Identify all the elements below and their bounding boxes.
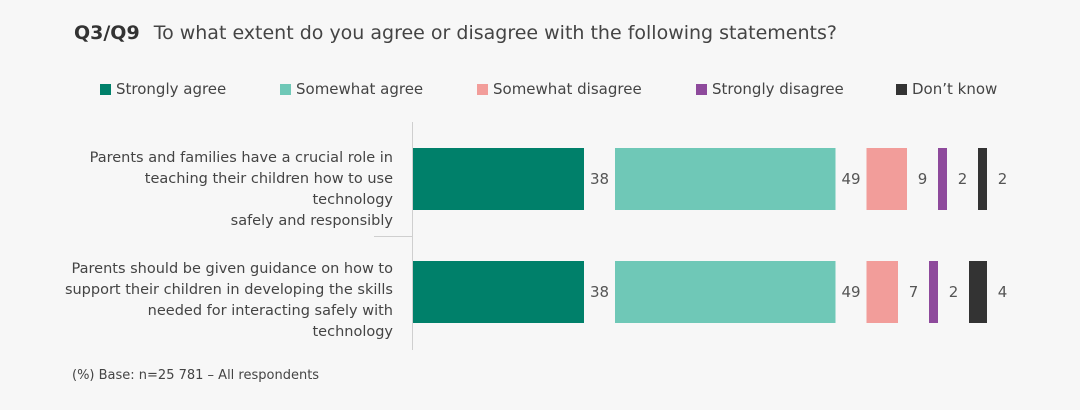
value-label-dont-know-row-1: 2 bbox=[998, 170, 1008, 188]
category-axis-line bbox=[412, 122, 413, 350]
row-label-line: safely and responsibly bbox=[230, 213, 393, 229]
row-label-1: Parents and families have a crucial role… bbox=[38, 148, 393, 229]
row-label-line: needed for interacting safely with techn… bbox=[147, 303, 393, 340]
legend-item-strongly-agree: Strongly agree bbox=[100, 80, 226, 98]
value-label-somewhat-agree-row-1: 49 bbox=[841, 170, 860, 188]
value-label-somewhat-disagree-row-2: 7 bbox=[909, 283, 919, 301]
value-label-strongly-agree-row-1: 38 bbox=[590, 170, 609, 188]
question-id: Q3/Q9 bbox=[74, 22, 140, 44]
legend-swatch bbox=[280, 83, 291, 95]
bar-strongly-agree-row-1 bbox=[413, 148, 584, 210]
bar-dont-know-row-1 bbox=[978, 148, 987, 210]
row-label-line: Parents should be given guidance on how … bbox=[71, 261, 393, 277]
value-label-strongly-disagree-row-1: 2 bbox=[958, 170, 968, 188]
row-label-line: Parents and families have a crucial role… bbox=[89, 150, 393, 166]
base-footnote: (%) Base: n=25 781 – All respondents bbox=[72, 368, 320, 383]
row-label-2: Parents should be given guidance on how … bbox=[38, 259, 393, 340]
legend-swatch bbox=[477, 83, 488, 95]
value-label-dont-know-row-2: 4 bbox=[998, 283, 1008, 301]
value-label-strongly-agree-row-2: 38 bbox=[590, 283, 609, 301]
bar-somewhat-agree-row-1 bbox=[615, 148, 836, 210]
bar-strongly-disagree-row-2 bbox=[929, 261, 938, 323]
legend-label: Somewhat disagree bbox=[493, 80, 642, 98]
row-label-text: Parents and families have a crucial role… bbox=[63, 148, 393, 232]
row-label-text: Parents should be given guidance on how … bbox=[63, 259, 393, 343]
legend-swatch bbox=[696, 83, 707, 95]
legend-label: Don’t know bbox=[912, 80, 998, 98]
legend-item-strongly-disagree: Strongly disagree bbox=[696, 80, 844, 98]
bar-somewhat-agree-row-2 bbox=[615, 261, 836, 323]
bar-chart: 38 49 9 2 2 38 49 7 2 4 bbox=[413, 148, 1008, 323]
legend-item-somewhat-agree: Somewhat agree bbox=[280, 80, 423, 98]
chart-title: Q3/Q9 To what extent do you agree or disa… bbox=[74, 22, 837, 44]
question-text: To what extent do you agree or disagree … bbox=[153, 22, 837, 44]
bar-dont-know-row-2 bbox=[969, 261, 987, 323]
bar-strongly-agree-row-2 bbox=[413, 261, 584, 323]
chart-card: Q3/Q9 To what extent do you agree or disa… bbox=[38, 0, 1042, 410]
row-separator bbox=[374, 236, 412, 237]
legend-label: Strongly agree bbox=[116, 80, 227, 98]
legend-swatch bbox=[896, 83, 907, 95]
value-label-somewhat-agree-row-2: 49 bbox=[841, 283, 860, 301]
legend-item-dont-know: Don’t know bbox=[896, 80, 997, 98]
row-label-line: teaching their children how to use techn… bbox=[144, 171, 393, 208]
bar-somewhat-disagree-row-2 bbox=[866, 261, 898, 323]
legend-swatch bbox=[100, 83, 111, 95]
value-label-somewhat-disagree-row-1: 9 bbox=[918, 170, 928, 188]
chart-legend: Strongly agree Somewhat agree Somewhat d… bbox=[100, 80, 1040, 100]
bar-strongly-disagree-row-1 bbox=[938, 148, 947, 210]
legend-item-somewhat-disagree: Somewhat disagree bbox=[477, 80, 642, 98]
legend-label: Somewhat agree bbox=[296, 80, 424, 98]
bar-somewhat-disagree-row-1 bbox=[866, 148, 907, 210]
value-label-strongly-disagree-row-2: 2 bbox=[949, 283, 959, 301]
row-label-line: support their children in developing the… bbox=[64, 282, 393, 298]
legend-label: Strongly disagree bbox=[712, 80, 844, 98]
